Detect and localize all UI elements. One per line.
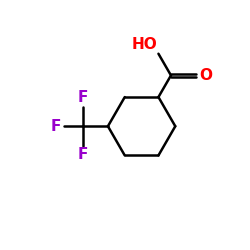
Text: F: F [78,90,88,106]
Text: HO: HO [132,37,158,52]
Text: F: F [51,119,61,134]
Text: O: O [199,68,212,83]
Text: F: F [78,147,88,162]
